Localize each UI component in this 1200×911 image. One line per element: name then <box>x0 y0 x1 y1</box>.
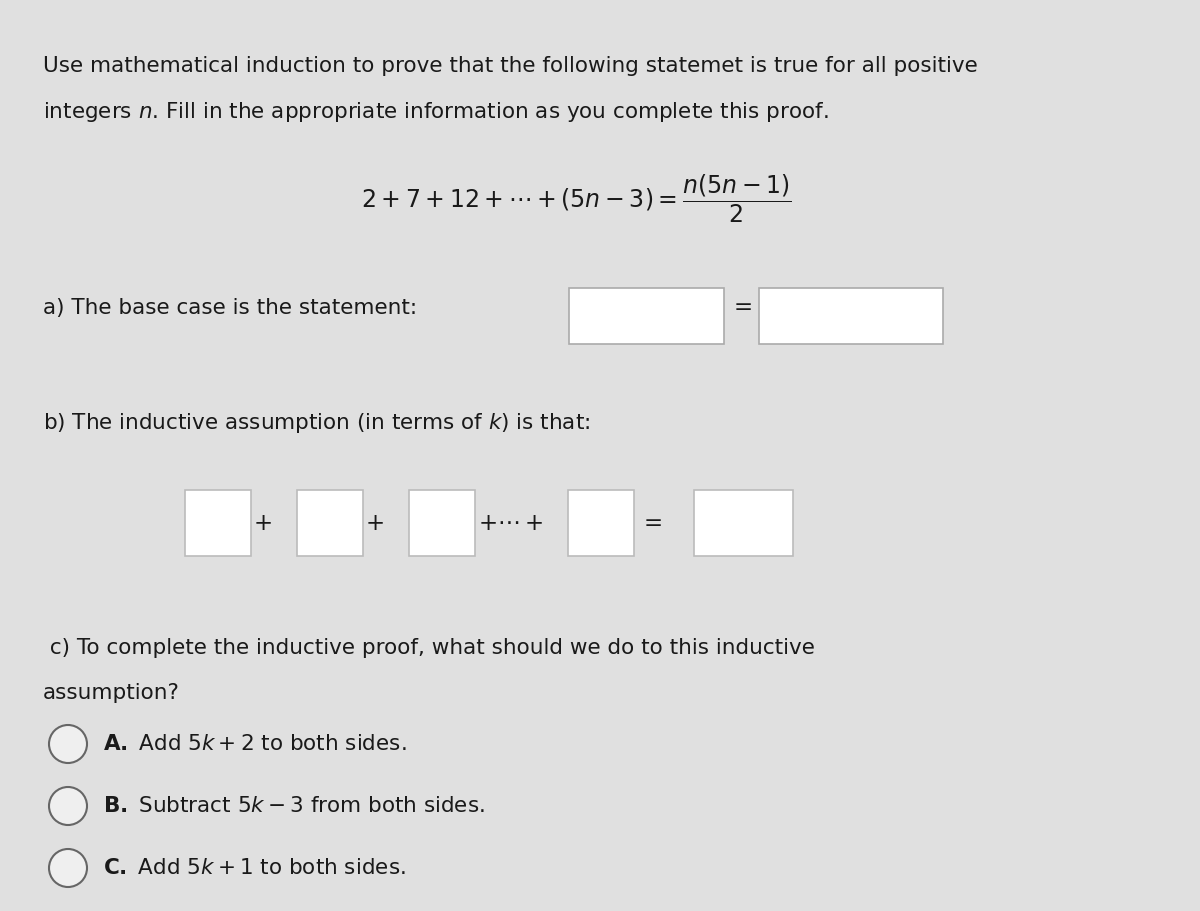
Text: c) To complete the inductive proof, what should we do to this inductive: c) To complete the inductive proof, what… <box>43 638 815 658</box>
Text: $2 + 7 + 12 + \cdots + (5n - 3) = \dfrac{n(5n-1)}{2}$: $2 + 7 + 12 + \cdots + (5n - 3) = \dfrac… <box>361 173 792 225</box>
Circle shape <box>49 849 88 887</box>
Text: b) The inductive assumption (in terms of $k$) is that:: b) The inductive assumption (in terms of… <box>43 411 590 435</box>
FancyBboxPatch shape <box>296 490 362 556</box>
Text: =: = <box>733 296 752 320</box>
FancyBboxPatch shape <box>569 288 725 343</box>
Text: +: + <box>365 511 384 535</box>
Text: +: + <box>253 511 272 535</box>
Text: =: = <box>643 511 662 535</box>
FancyBboxPatch shape <box>758 288 943 343</box>
Text: $\mathbf{B.}$ Subtract $5k - 3$ from both sides.: $\mathbf{B.}$ Subtract $5k - 3$ from bot… <box>103 796 485 816</box>
Text: integers $n$. Fill in the appropriate information as you complete this proof.: integers $n$. Fill in the appropriate in… <box>43 100 829 124</box>
FancyBboxPatch shape <box>409 490 475 556</box>
Text: assumption?: assumption? <box>43 683 180 703</box>
Text: a) The base case is the statement:: a) The base case is the statement: <box>43 298 418 318</box>
FancyBboxPatch shape <box>694 490 793 556</box>
Text: $\mathbf{C.}$ Add $5k + 1$ to both sides.: $\mathbf{C.}$ Add $5k + 1$ to both sides… <box>103 858 406 878</box>
Text: Use mathematical induction to prove that the following statemet is true for all : Use mathematical induction to prove that… <box>43 56 978 76</box>
Circle shape <box>49 787 88 825</box>
Circle shape <box>49 725 88 763</box>
Text: $\mathbf{A.}$ Add $5k + 2$ to both sides.: $\mathbf{A.}$ Add $5k + 2$ to both sides… <box>103 734 407 754</box>
FancyBboxPatch shape <box>185 490 251 556</box>
Text: $+\cdots+$: $+\cdots+$ <box>478 511 542 535</box>
FancyBboxPatch shape <box>568 490 634 556</box>
